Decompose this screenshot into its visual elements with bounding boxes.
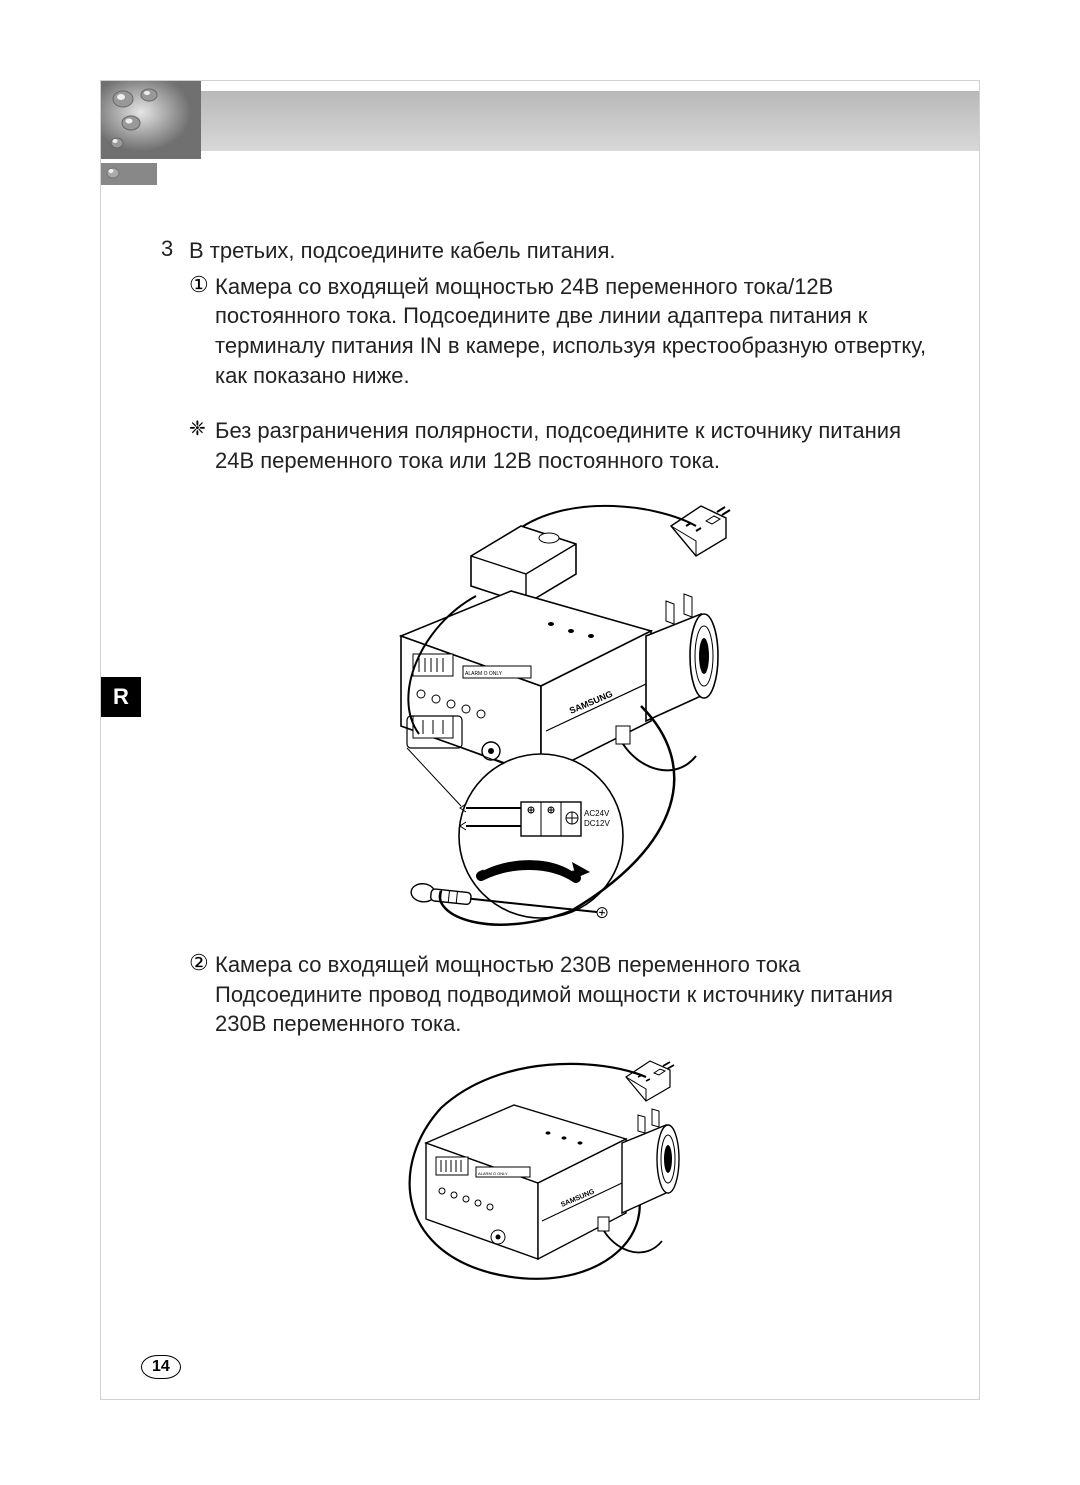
circled-1-marker: ① bbox=[189, 272, 215, 298]
figure-camera-24v-12v: SAMSUNG ALARM O ONLY bbox=[161, 496, 941, 926]
header-bubble-decoration bbox=[101, 81, 201, 191]
note-text: Без разграничения полярности, подсоедини… bbox=[215, 416, 941, 475]
substep-2: ② Камера со входящей мощностью 230В пере… bbox=[189, 950, 941, 1039]
figure-camera-230v: SAMSUNG ALARM O ONLY bbox=[161, 1053, 941, 1293]
step-3: 3 В третьих, подсоедините кабель питания… bbox=[161, 236, 941, 266]
header-gradient-bar bbox=[101, 91, 979, 151]
circled-2-marker: ② bbox=[189, 950, 215, 976]
step-number: 3 bbox=[161, 236, 189, 262]
step-text: В третьих, подсоедините кабель питания. bbox=[189, 236, 615, 266]
camera-body-icon: SAMSUNG ALARM O ONLY bbox=[426, 1105, 679, 1259]
terminal-label-ac24v: AC24V bbox=[584, 809, 610, 818]
polarity-note: ❈ Без разграничения полярности, подсоеди… bbox=[189, 416, 941, 475]
substep-2-text: Камера со входящей мощностью 230В переме… bbox=[215, 950, 941, 1039]
page-content: 3 В третьих, подсоедините кабель питания… bbox=[161, 236, 941, 1293]
wall-outlet-icon bbox=[671, 506, 730, 556]
camera-tag-label: ALARM O ONLY bbox=[465, 671, 503, 677]
page-number: 14 bbox=[141, 1355, 181, 1379]
manual-page: R 3 В третьих, подсоедините кабель питан… bbox=[100, 80, 980, 1400]
terminal-label-dc12v: DC12V bbox=[584, 819, 610, 828]
wall-outlet-icon bbox=[626, 1061, 674, 1101]
substep-1: ① Камера со входящей мощностью 24В перем… bbox=[189, 272, 941, 391]
substep-1-text: Камера со входящей мощностью 24В перемен… bbox=[215, 272, 941, 391]
page-number-badge: 14 bbox=[141, 1355, 181, 1379]
camera-tag-label: ALARM O ONLY bbox=[478, 1171, 508, 1176]
language-tab: R bbox=[101, 677, 141, 717]
note-marker-icon: ❈ bbox=[189, 416, 215, 441]
language-tab-label: R bbox=[113, 684, 129, 710]
power-adapter-icon bbox=[471, 526, 576, 604]
